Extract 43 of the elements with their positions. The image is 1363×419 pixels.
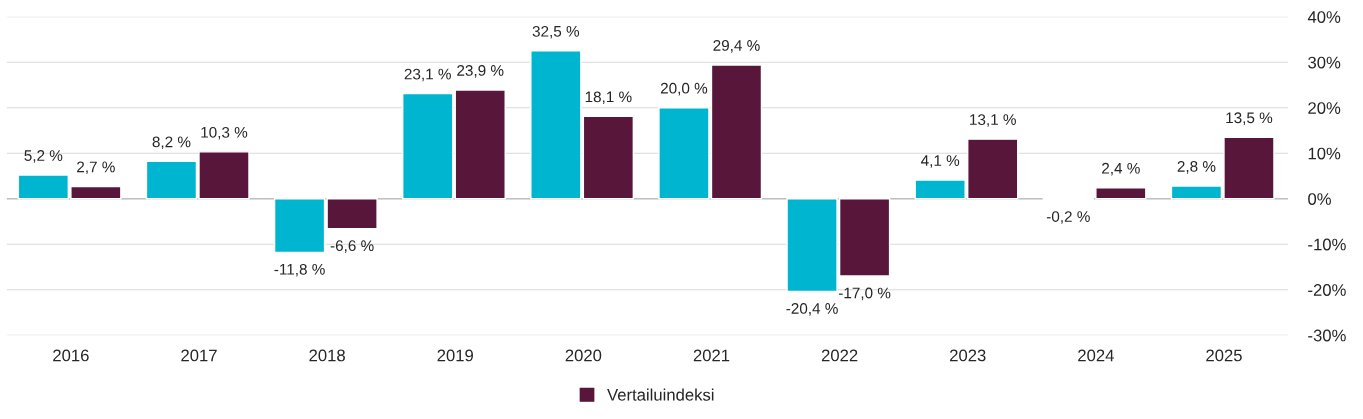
x-tick-label: 2017	[181, 349, 217, 362]
data-label: 2,7 %	[77, 161, 115, 175]
x-tick-label: 2021	[693, 349, 730, 362]
bar	[402, 92, 454, 200]
y-tick-label: -30%	[1308, 329, 1346, 342]
y-tick-label: 30%	[1308, 56, 1341, 69]
x-tick-label: 2024	[1078, 349, 1114, 362]
x-tick-label: 2022	[821, 349, 858, 362]
data-label: 2,4 %	[1102, 162, 1140, 176]
y-tick-label: 0%	[1308, 193, 1331, 205]
bar	[454, 89, 506, 200]
data-label: 18,1 %	[585, 91, 632, 105]
y-tick-label: 10%	[1308, 147, 1341, 160]
y-tick-label: -20%	[1308, 284, 1346, 296]
x-tick-label: 2018	[309, 349, 345, 362]
x-tick-label: 2025	[1206, 349, 1242, 362]
y-tick-label: 40%	[1307, 11, 1341, 23]
data-label: 10,3 %	[201, 126, 248, 140]
data-label: -17,0 %	[838, 287, 891, 301]
data-label: -6,6 %	[330, 240, 374, 253]
data-label: 4,1 %	[921, 155, 960, 168]
y-tick-label: 20%	[1308, 102, 1341, 114]
x-tick-label: 2020	[565, 349, 602, 362]
y-tick-label: -10%	[1308, 238, 1346, 251]
data-label: -0,2 %	[1046, 211, 1090, 224]
x-tick-label: 2019	[437, 349, 473, 362]
x-tick-label: 2023	[950, 349, 986, 362]
data-label: 8,2 %	[152, 136, 191, 150]
data-label: 13,1 %	[970, 114, 1016, 127]
data-label: 13,5 %	[1226, 112, 1273, 125]
data-label: 5,2 %	[24, 150, 63, 163]
data-label: -20,4 %	[786, 303, 838, 316]
data-label: 29,4 %	[713, 40, 760, 53]
data-label: -11,8 %	[274, 263, 325, 277]
data-label: 32,5 %	[532, 25, 580, 39]
data-label: 2,8 %	[1177, 161, 1216, 174]
legend-label: Vertailuindeksi	[607, 388, 714, 401]
data-label: 23,9 %	[457, 65, 504, 78]
bar	[582, 115, 635, 200]
data-label: 20,0 %	[660, 82, 708, 96]
x-tick-label: 2016	[53, 349, 89, 362]
bar	[530, 50, 582, 200]
data-label: 23,1 %	[404, 68, 451, 82]
